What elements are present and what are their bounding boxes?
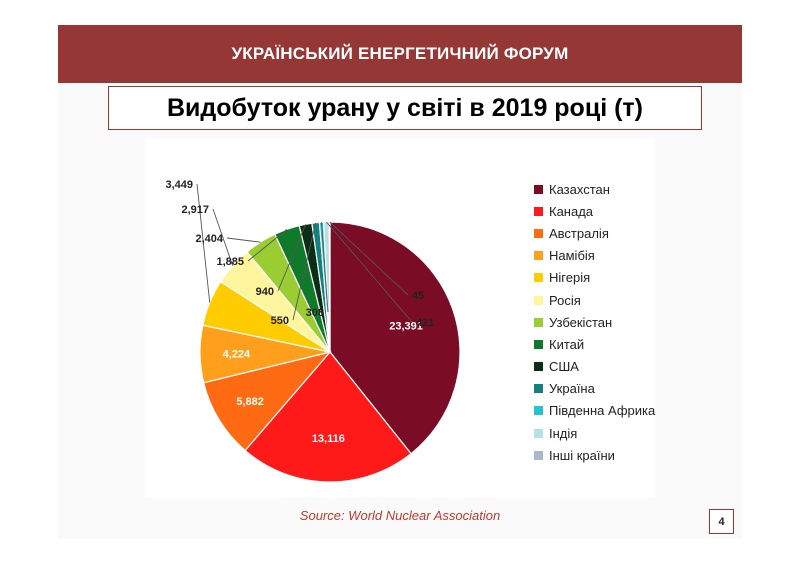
legend-swatch <box>534 206 543 216</box>
leader-line-12 <box>326 221 413 323</box>
legend-item: Казахстан <box>534 178 655 200</box>
leader-line-5 <box>196 183 211 303</box>
pie-slice-3 <box>202 350 332 452</box>
legend-swatch <box>534 362 543 372</box>
header-bar: УКРАЇНСЬКИЙ ЕНЕРГЕТИЧНИЙ ФОРУМ <box>58 25 742 83</box>
chart-title-box: Видобуток урану у світі в 2019 році (т) <box>108 86 702 130</box>
pie-chart: 23,391 13,116 5,882 4,224 3,449 2,917 2,404 1,8… <box>165 179 461 483</box>
pie-slice-1 <box>329 221 461 455</box>
data-label-13: 45 <box>412 290 424 302</box>
pie-slice-13 <box>328 221 331 353</box>
data-label-3: 5,882 <box>236 396 264 408</box>
legend-item: Росія <box>534 289 655 311</box>
leader-line-9 <box>277 224 306 292</box>
legend-swatch <box>534 317 543 327</box>
legend-label: Індія <box>549 425 578 441</box>
legend-label: Інші країни <box>549 447 615 463</box>
legend-label: Нігерія <box>549 270 591 286</box>
page-number: 4 <box>709 509 734 534</box>
legend-item: Індія <box>534 422 655 444</box>
data-label-11: 308 <box>306 307 324 319</box>
chart-title: Видобуток урану у світі в 2019 році (т) <box>166 93 643 122</box>
data-label-9: 940 <box>256 286 274 298</box>
legend-item: Австралія <box>534 222 655 244</box>
legend-item: Китай <box>534 333 655 355</box>
legend-label: Узбекістан <box>549 314 613 330</box>
pie-slice-2 <box>244 351 412 483</box>
data-label-6: 2,917 <box>181 204 209 216</box>
data-label-12: 421 <box>416 317 434 329</box>
data-label-1: 23,391 <box>389 320 423 332</box>
data-label-10: 550 <box>271 315 289 327</box>
legend-swatch <box>534 406 543 416</box>
legend-item: Україна <box>534 378 655 400</box>
leader-line-11 <box>321 222 329 313</box>
legend-label: Намібія <box>549 248 595 264</box>
legend-swatch <box>534 273 543 283</box>
data-label-7: 2,404 <box>195 233 223 245</box>
legend-label: США <box>549 359 579 375</box>
legend-swatch <box>534 339 543 349</box>
legend-label: Південна Африка <box>549 403 656 419</box>
legend-item: Нігерія <box>534 267 655 289</box>
legend-swatch <box>534 184 543 194</box>
chart-area: 23,391 13,116 5,882 4,224 3,449 2,917 2,404 1,8… <box>145 138 655 498</box>
leader-line-13 <box>329 221 409 296</box>
legend-swatch <box>534 228 543 238</box>
data-label-5: 3,449 <box>165 179 193 191</box>
legend-item: США <box>534 356 655 378</box>
legend-label: Китай <box>549 336 585 352</box>
chart-legend: Казахстан Канада Австралія Намібія Нігерія Ро… <box>534 178 655 466</box>
data-label-4: 4,224 <box>223 348 251 360</box>
legend-item: Канада <box>534 200 655 222</box>
legend-swatch <box>534 428 543 438</box>
legend-label: Австралія <box>549 225 609 241</box>
data-label-8: 1,885 <box>216 256 244 268</box>
legend-label: Казахстан <box>549 181 610 197</box>
legend-label: Росія <box>549 292 581 308</box>
legend-swatch <box>534 295 543 305</box>
leader-line-7 <box>226 237 261 243</box>
source-note: Source: World Nuclear Association <box>299 508 501 523</box>
legend-item: Південна Африка <box>534 400 655 422</box>
legend-item: Намібія <box>534 245 655 267</box>
legend-swatch <box>534 450 543 460</box>
legend-item: Інші країни <box>534 444 655 466</box>
leader-line-8 <box>247 229 288 262</box>
leader-line-10 <box>292 222 317 321</box>
leader-line-6 <box>212 208 234 266</box>
legend-swatch <box>534 251 543 261</box>
legend-swatch <box>534 384 543 394</box>
data-label-2: 13,116 <box>312 433 345 445</box>
header-title: УКРАЇНСЬКИЙ ЕНЕРГЕТИЧНИЙ ФОРУМ <box>231 44 569 63</box>
legend-label: Україна <box>549 381 595 397</box>
legend-label: Канада <box>549 203 594 219</box>
legend-item: Узбекістан <box>534 311 655 333</box>
